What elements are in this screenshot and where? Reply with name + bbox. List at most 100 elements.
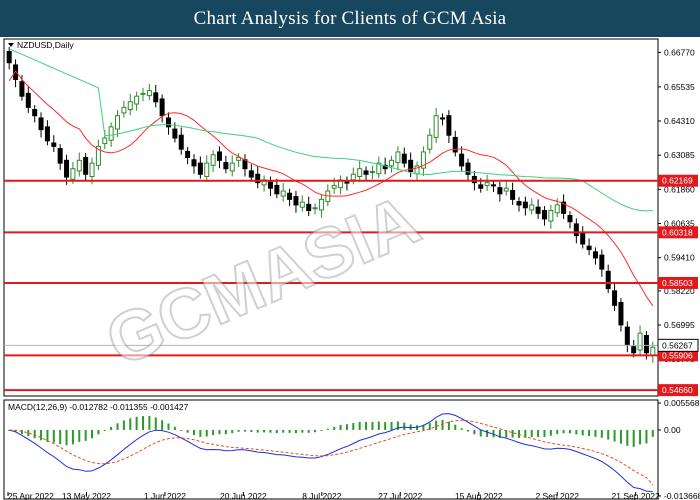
level-price-label: 0.62169	[662, 176, 693, 186]
macd-histogram-bar	[97, 429, 100, 435]
candle-body	[19, 81, 25, 97]
level-price-box	[658, 276, 698, 289]
time-axis-label: 15 Aug 2022	[455, 491, 503, 500]
macd-histogram-bar	[154, 417, 157, 430]
macd-histogram-bar	[371, 422, 374, 430]
symbol-label: NZDUSD,Daily	[17, 40, 74, 50]
time-axis-label: 13 May 2022	[62, 491, 111, 500]
macd-histogram-bar	[288, 429, 291, 433]
candle-body	[13, 64, 19, 80]
candle-body	[592, 251, 598, 259]
macd-histogram-bar	[148, 415, 151, 430]
candle-body	[624, 326, 630, 345]
macd-histogram-bar	[377, 421, 380, 430]
candle-body	[134, 95, 140, 105]
candle-body	[567, 215, 573, 223]
macd-histogram-bar	[492, 429, 495, 438]
macd-histogram-bar	[161, 420, 164, 430]
candle-body	[185, 150, 191, 159]
candle-body	[529, 204, 535, 211]
candle-body	[631, 346, 637, 354]
candle-body	[248, 170, 254, 178]
candle-body	[452, 136, 458, 153]
macd-histogram-bar	[237, 429, 240, 432]
price-tick-label: 0.64310	[664, 116, 695, 126]
macd-histogram-bar	[192, 429, 195, 436]
macd-histogram-bar	[135, 416, 138, 430]
level-price-box	[658, 226, 698, 239]
macd-histogram-bar	[275, 429, 278, 434]
macd-histogram-bar	[505, 429, 508, 438]
candle-body	[643, 334, 649, 354]
candle-body	[287, 192, 293, 200]
macd-histogram-bar	[320, 429, 323, 431]
candle-body	[267, 181, 273, 189]
candle-body	[127, 101, 133, 111]
candle-body	[637, 332, 643, 351]
candle-body	[573, 223, 579, 237]
candle-body	[32, 109, 38, 117]
macd-histogram-bar	[250, 429, 253, 433]
candle-body	[274, 184, 280, 195]
macd-histogram-bar	[103, 429, 106, 431]
macd-histogram-bar	[486, 429, 489, 437]
macd-histogram-bar	[511, 429, 514, 438]
macd-histogram-bar	[358, 421, 361, 430]
macd-tick-label: 0.005568	[664, 398, 700, 408]
chart-area: NZDUSD,Daily 0.66770 0.65535 0.64310 0.63085…	[3, 38, 700, 500]
level-price-label: 0.54660	[662, 385, 693, 395]
time-axis-label: 25 Apr 2022	[8, 491, 54, 500]
macd-histogram-bar	[333, 426, 336, 430]
macd-histogram-bar	[231, 429, 234, 434]
candle-body	[178, 134, 184, 150]
candle-body	[280, 190, 286, 197]
candle-body	[471, 176, 477, 184]
macd-histogram-bar	[632, 429, 635, 447]
candle-body	[427, 134, 433, 150]
macd-histogram-bar	[110, 426, 113, 430]
candle-body	[306, 203, 312, 212]
macd-histogram-bar	[91, 429, 94, 439]
macd-histogram-bar	[199, 429, 202, 437]
macd-histogram-bar	[600, 429, 603, 438]
time-axis-label: 8 Jul 2022	[302, 491, 341, 500]
candle-body	[420, 151, 426, 169]
macd-tick-label: -0.013668	[664, 491, 700, 500]
candle-body	[491, 184, 496, 187]
macd-histogram-bar	[639, 429, 642, 445]
macd-histogram-bar	[581, 429, 584, 436]
macd-tick-label: 0.00	[664, 425, 681, 435]
macd-histogram-bar	[78, 429, 81, 442]
candle-body	[255, 173, 261, 184]
level-price-box	[658, 384, 698, 397]
dropdown-arrow-icon	[8, 43, 14, 47]
candle-body	[223, 162, 229, 170]
candle-body	[95, 145, 101, 166]
macd-histogram-bar	[52, 429, 55, 443]
macd-histogram-bar	[549, 429, 552, 436]
macd-histogram-bar	[122, 420, 125, 430]
macd-histogram-bar	[568, 429, 571, 434]
chart-header-banner: Chart Analysis for Clients of GCM Asia	[0, 0, 700, 37]
candle-body	[478, 184, 484, 189]
candle-body	[459, 153, 465, 167]
price-tick-label: 0.63085	[664, 150, 695, 160]
slow-moving-average-line	[8, 48, 653, 212]
macd-histogram-bar	[403, 422, 406, 430]
macd-histogram-bar	[384, 422, 387, 430]
candle-body	[204, 162, 210, 178]
macd-histogram-bar	[479, 429, 482, 437]
price-panel-frame	[3, 38, 659, 397]
candle-body	[357, 168, 363, 178]
candle-body	[312, 207, 318, 210]
macd-histogram-bar	[116, 423, 119, 430]
level-price-box	[658, 349, 698, 362]
macd-histogram-bar	[594, 429, 597, 437]
macd-panel-frame	[3, 399, 659, 500]
candle-body	[605, 270, 611, 290]
macd-histogram-bar	[339, 425, 342, 430]
candle-body	[344, 181, 350, 184]
macd-histogram-bar	[352, 422, 355, 430]
candle-body	[401, 153, 407, 164]
candle-body	[6, 51, 12, 64]
